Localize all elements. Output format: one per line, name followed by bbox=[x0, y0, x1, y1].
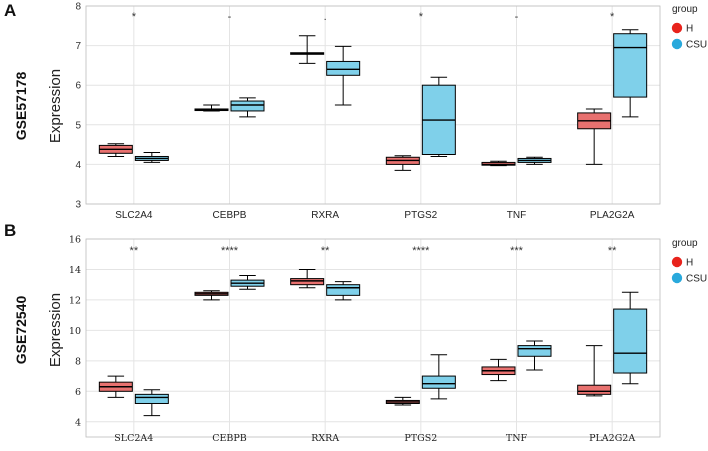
box-iqr bbox=[134, 393, 169, 404]
significance-label: . bbox=[324, 11, 327, 23]
legend-swatch bbox=[671, 38, 683, 50]
significance-label: - bbox=[515, 11, 519, 23]
x-tick-label: PTGS2 bbox=[404, 433, 437, 444]
x-tick-label: PTGS2 bbox=[404, 210, 437, 221]
box-CSU-TNF bbox=[517, 340, 552, 371]
y-tick-label: 3 bbox=[75, 200, 81, 211]
y-axis-title: Expression bbox=[47, 69, 64, 143]
plot-frame bbox=[85, 238, 661, 438]
box-iqr bbox=[577, 384, 612, 395]
significance-label: **** bbox=[412, 245, 430, 257]
box-CSU-PLA2G2A bbox=[613, 29, 648, 118]
dataset-label: GSE57178 bbox=[13, 72, 29, 141]
box-iqr bbox=[613, 308, 648, 374]
panel-letter: A bbox=[4, 1, 16, 20]
significance-label: ** bbox=[321, 245, 330, 257]
x-tick-label: CEBPB bbox=[212, 433, 247, 444]
box-CSU-RXRA bbox=[326, 45, 361, 106]
legend-label: H bbox=[686, 258, 693, 269]
legend-label: H bbox=[686, 24, 693, 35]
significance-label: - bbox=[228, 11, 232, 23]
x-tick-label: TNF bbox=[507, 210, 526, 221]
box-CSU-CEBPB bbox=[230, 275, 265, 290]
y-tick-label: 4 bbox=[75, 417, 81, 428]
y-tick-label: 16 bbox=[69, 235, 81, 246]
y-tick-label: 5 bbox=[75, 120, 81, 131]
significance-label: * bbox=[610, 11, 615, 23]
legend: group H CSU bbox=[671, 238, 707, 285]
box-H-TNF bbox=[481, 358, 516, 382]
y-tick-label: 8 bbox=[75, 356, 81, 367]
significance-label: *** bbox=[510, 245, 524, 257]
significance-label: ** bbox=[608, 245, 617, 257]
significance-label: * bbox=[419, 11, 424, 23]
box-H-RXRA bbox=[290, 268, 325, 289]
x-tick-label: PLA2G2A bbox=[589, 433, 635, 444]
legend-swatch bbox=[671, 22, 683, 34]
y-tick-label: 7 bbox=[75, 41, 81, 52]
y-tick-label: 6 bbox=[75, 387, 81, 398]
box-H-PTGS2 bbox=[385, 155, 420, 171]
box-iqr bbox=[326, 284, 361, 296]
box-CSU-SLC2A4 bbox=[134, 152, 169, 163]
box-CSU-PTGS2 bbox=[421, 354, 456, 400]
box-iqr bbox=[613, 33, 648, 98]
box-iqr bbox=[230, 100, 265, 112]
box-iqr bbox=[290, 278, 325, 286]
y-tick-label: 6 bbox=[75, 81, 81, 92]
box-H-SLC2A4 bbox=[98, 143, 133, 157]
box-H-CEBPB bbox=[194, 104, 229, 112]
significance-label: * bbox=[132, 11, 137, 23]
legend-title: group bbox=[672, 238, 698, 249]
legend-label: CSU bbox=[686, 274, 707, 285]
box-H-PTGS2 bbox=[385, 396, 420, 406]
box-H-RXRA bbox=[290, 35, 325, 64]
x-tick-label: SLC2A4 bbox=[115, 210, 153, 221]
box-H-PLA2G2A bbox=[577, 345, 612, 397]
box-iqr bbox=[421, 375, 456, 389]
plot-frame bbox=[85, 5, 661, 205]
box-H-CEBPB bbox=[194, 290, 229, 301]
x-tick-label: CEBPB bbox=[213, 210, 247, 221]
x-tick-label: RXRA bbox=[311, 210, 339, 221]
y-tick-label: 14 bbox=[69, 265, 81, 276]
box-iqr bbox=[517, 345, 552, 357]
dataset-label: GSE72540 bbox=[13, 296, 29, 365]
box-H-SLC2A4 bbox=[98, 375, 133, 398]
legend: group H CSU bbox=[671, 4, 707, 51]
y-tick-label: 10 bbox=[69, 326, 81, 337]
x-tick-label: TNF bbox=[506, 433, 528, 444]
box-CSU-PTGS2 bbox=[421, 76, 456, 157]
significance-label: **** bbox=[221, 245, 239, 257]
box-H-PLA2G2A bbox=[577, 108, 612, 165]
y-axis-title: Expression bbox=[47, 293, 64, 367]
box-CSU-CEBPB bbox=[230, 97, 265, 118]
box-H-TNF bbox=[481, 160, 516, 167]
y-tick-label: 4 bbox=[75, 160, 81, 171]
x-tick-label: SLC2A4 bbox=[114, 433, 153, 444]
legend-swatch bbox=[671, 272, 683, 284]
box-CSU-TNF bbox=[517, 156, 552, 165]
box-iqr bbox=[326, 60, 361, 76]
panel-B: 4 6 8 10 12 14 16 SLC2A4 CEBPB RXRA PTGS2 TNF PLA2G2… bbox=[4, 221, 707, 444]
panel-A: 3 4 5 6 7 8 SLC2A4 CEBPB RXRA PTGS2 TNF PLA2G2A * -. *… bbox=[4, 1, 707, 221]
y-tick-label: 12 bbox=[69, 295, 81, 306]
y-tick-label: 8 bbox=[75, 2, 81, 13]
box-CSU-RXRA bbox=[326, 281, 361, 301]
x-tick-label: PLA2G2A bbox=[590, 210, 635, 221]
legend-swatch bbox=[671, 256, 683, 268]
significance-label: ** bbox=[130, 245, 139, 257]
legend-title: group bbox=[672, 4, 698, 15]
box-CSU-SLC2A4 bbox=[134, 389, 169, 417]
legend-label: CSU bbox=[686, 40, 707, 51]
box-CSU-PLA2G2A bbox=[613, 291, 648, 385]
x-tick-label: RXRA bbox=[311, 433, 339, 444]
panel-letter: B bbox=[4, 221, 16, 240]
